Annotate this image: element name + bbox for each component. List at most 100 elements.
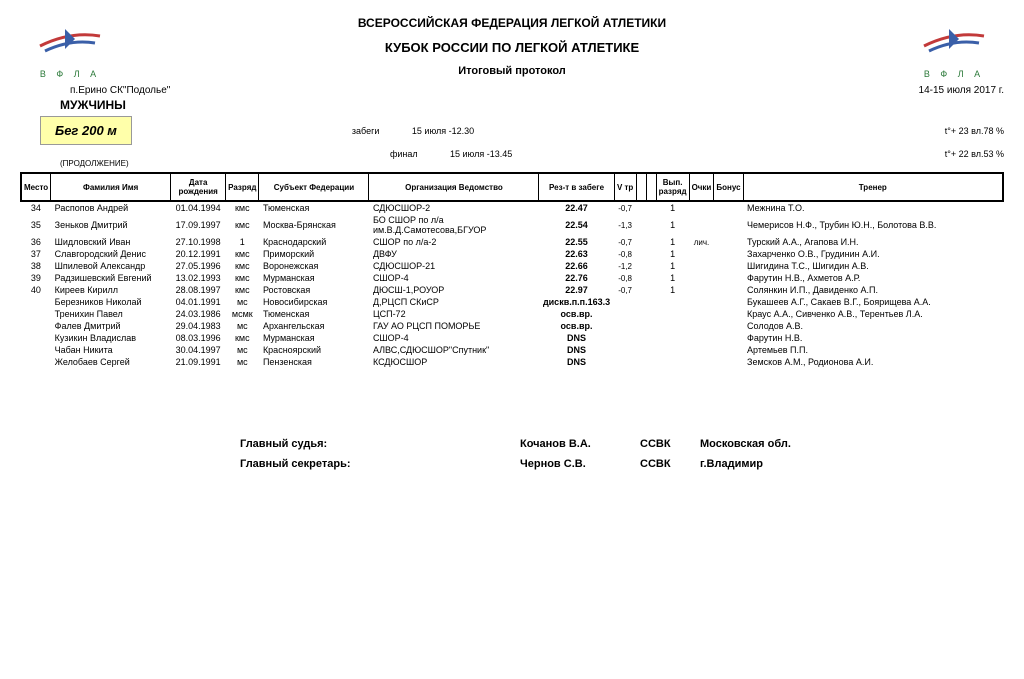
cell: ДВФУ: [369, 248, 539, 260]
cell: 01.04.1994: [171, 201, 226, 214]
cell: Березников Николай: [51, 296, 171, 308]
cell: DNS: [539, 332, 614, 344]
cell: [646, 272, 656, 284]
cell: [614, 296, 636, 308]
cell: АЛВС,СДЮСШОР"Спутник": [369, 344, 539, 356]
cell: [714, 260, 743, 272]
col-subject: Субъект Федерации: [259, 173, 369, 201]
cell: Земсков А.М., Родионова А.И.: [743, 356, 1003, 368]
cell: Артемьев П.П.: [743, 344, 1003, 356]
cell: [646, 214, 656, 236]
col-empty2: [646, 173, 656, 201]
cell: [636, 260, 646, 272]
cell: 1: [656, 284, 689, 296]
cell: 1: [656, 248, 689, 260]
cell: Шпилевой Александр: [51, 260, 171, 272]
cell: [689, 320, 714, 332]
cell: [636, 236, 646, 248]
cell: [636, 308, 646, 320]
col-result: Рез-т в забеге: [539, 173, 614, 201]
cell: 22.63: [539, 248, 614, 260]
cell: мс: [226, 344, 259, 356]
cell: -0,7: [614, 236, 636, 248]
cell: мс: [226, 296, 259, 308]
table-row: Чабан Никита30.04.1997мсКрасноярскийАЛВС…: [21, 344, 1003, 356]
col-empty1: [636, 173, 646, 201]
judge-label: Главный судья:: [240, 438, 380, 450]
judge-region: Московская обл.: [700, 438, 791, 450]
cell: [646, 248, 656, 260]
cell: кмс: [226, 272, 259, 284]
protocol-subtitle: Итоговый протокол: [20, 65, 1004, 77]
logo-text-right: В Ф Л А: [914, 69, 994, 79]
cell: [614, 320, 636, 332]
cell: Распопов Андрей: [51, 201, 171, 214]
sec-name: Чернов С.В.: [520, 458, 640, 470]
cell: 17.09.1997: [171, 214, 226, 236]
cell: [714, 320, 743, 332]
cell: [714, 248, 743, 260]
cell: 39: [21, 272, 51, 284]
cell: [646, 320, 656, 332]
federation-title: ВСЕРОССИЙСКАЯ ФЕДЕРАЦИЯ ЛЕГКОЙ АТЛЕТИКИ: [20, 16, 1004, 30]
judge-qual: ССВК: [640, 438, 700, 450]
cell: [646, 308, 656, 320]
cell: 04.01.1991: [171, 296, 226, 308]
cell: [689, 296, 714, 308]
cell: Ростовская: [259, 284, 369, 296]
cell: [714, 308, 743, 320]
cell: [636, 201, 646, 214]
cell: [21, 308, 51, 320]
cell: 22.55: [539, 236, 614, 248]
cell: -1,3: [614, 214, 636, 236]
cell: Пензенская: [259, 356, 369, 368]
cell: [656, 296, 689, 308]
cell: мс: [226, 356, 259, 368]
cell: [21, 344, 51, 356]
cell: мсмк: [226, 308, 259, 320]
cell: СШОР-4: [369, 332, 539, 344]
cell: Новосибирская: [259, 296, 369, 308]
cell: 22.54: [539, 214, 614, 236]
cell: DNS: [539, 356, 614, 368]
cell: [714, 236, 743, 248]
cell: 35: [21, 214, 51, 236]
cell: Захарченко О.В., Грудинин А.И.: [743, 248, 1003, 260]
cell: СДЮСШОР-21: [369, 260, 539, 272]
cell: [714, 332, 743, 344]
col-bonus: Бонус: [714, 173, 743, 201]
cell: Тренихин Павел: [51, 308, 171, 320]
cell: Шидловский Иван: [51, 236, 171, 248]
heats-label: забеги: [352, 126, 412, 136]
cell: БО СШОР по л/а им.В.Д.Самотесова,БГУОР: [369, 214, 539, 236]
cell: [714, 214, 743, 236]
cell: 34: [21, 201, 51, 214]
cell: -0,7: [614, 284, 636, 296]
cell: Межнина Т.О.: [743, 201, 1003, 214]
cell: Краснодарский: [259, 236, 369, 248]
cell: [689, 308, 714, 320]
cell: [636, 214, 646, 236]
signature-secretary: Главный секретарь: Чернов С.В. ССВК г.Вл…: [20, 458, 1004, 470]
cell: [656, 332, 689, 344]
cell: 22.76: [539, 272, 614, 284]
cell: [21, 332, 51, 344]
cell: [656, 308, 689, 320]
cell: лич.: [689, 236, 714, 248]
cell: 22.97: [539, 284, 614, 296]
cell: [636, 344, 646, 356]
cell: 37: [21, 248, 51, 260]
cell: 24.03.1986: [171, 308, 226, 320]
cell: ДЮСШ-1,РОУОР: [369, 284, 539, 296]
cell: Шигидина Т.С., Шигидин А.В.: [743, 260, 1003, 272]
cell: кмс: [226, 201, 259, 214]
cell: [21, 320, 51, 332]
cell: [636, 332, 646, 344]
cell: [714, 201, 743, 214]
cell: [689, 201, 714, 214]
cell: [614, 344, 636, 356]
final-label: финал: [390, 149, 450, 159]
cell: 36: [21, 236, 51, 248]
cell: 1: [656, 236, 689, 248]
table-row: Березников Николай04.01.1991мсНовосибирс…: [21, 296, 1003, 308]
